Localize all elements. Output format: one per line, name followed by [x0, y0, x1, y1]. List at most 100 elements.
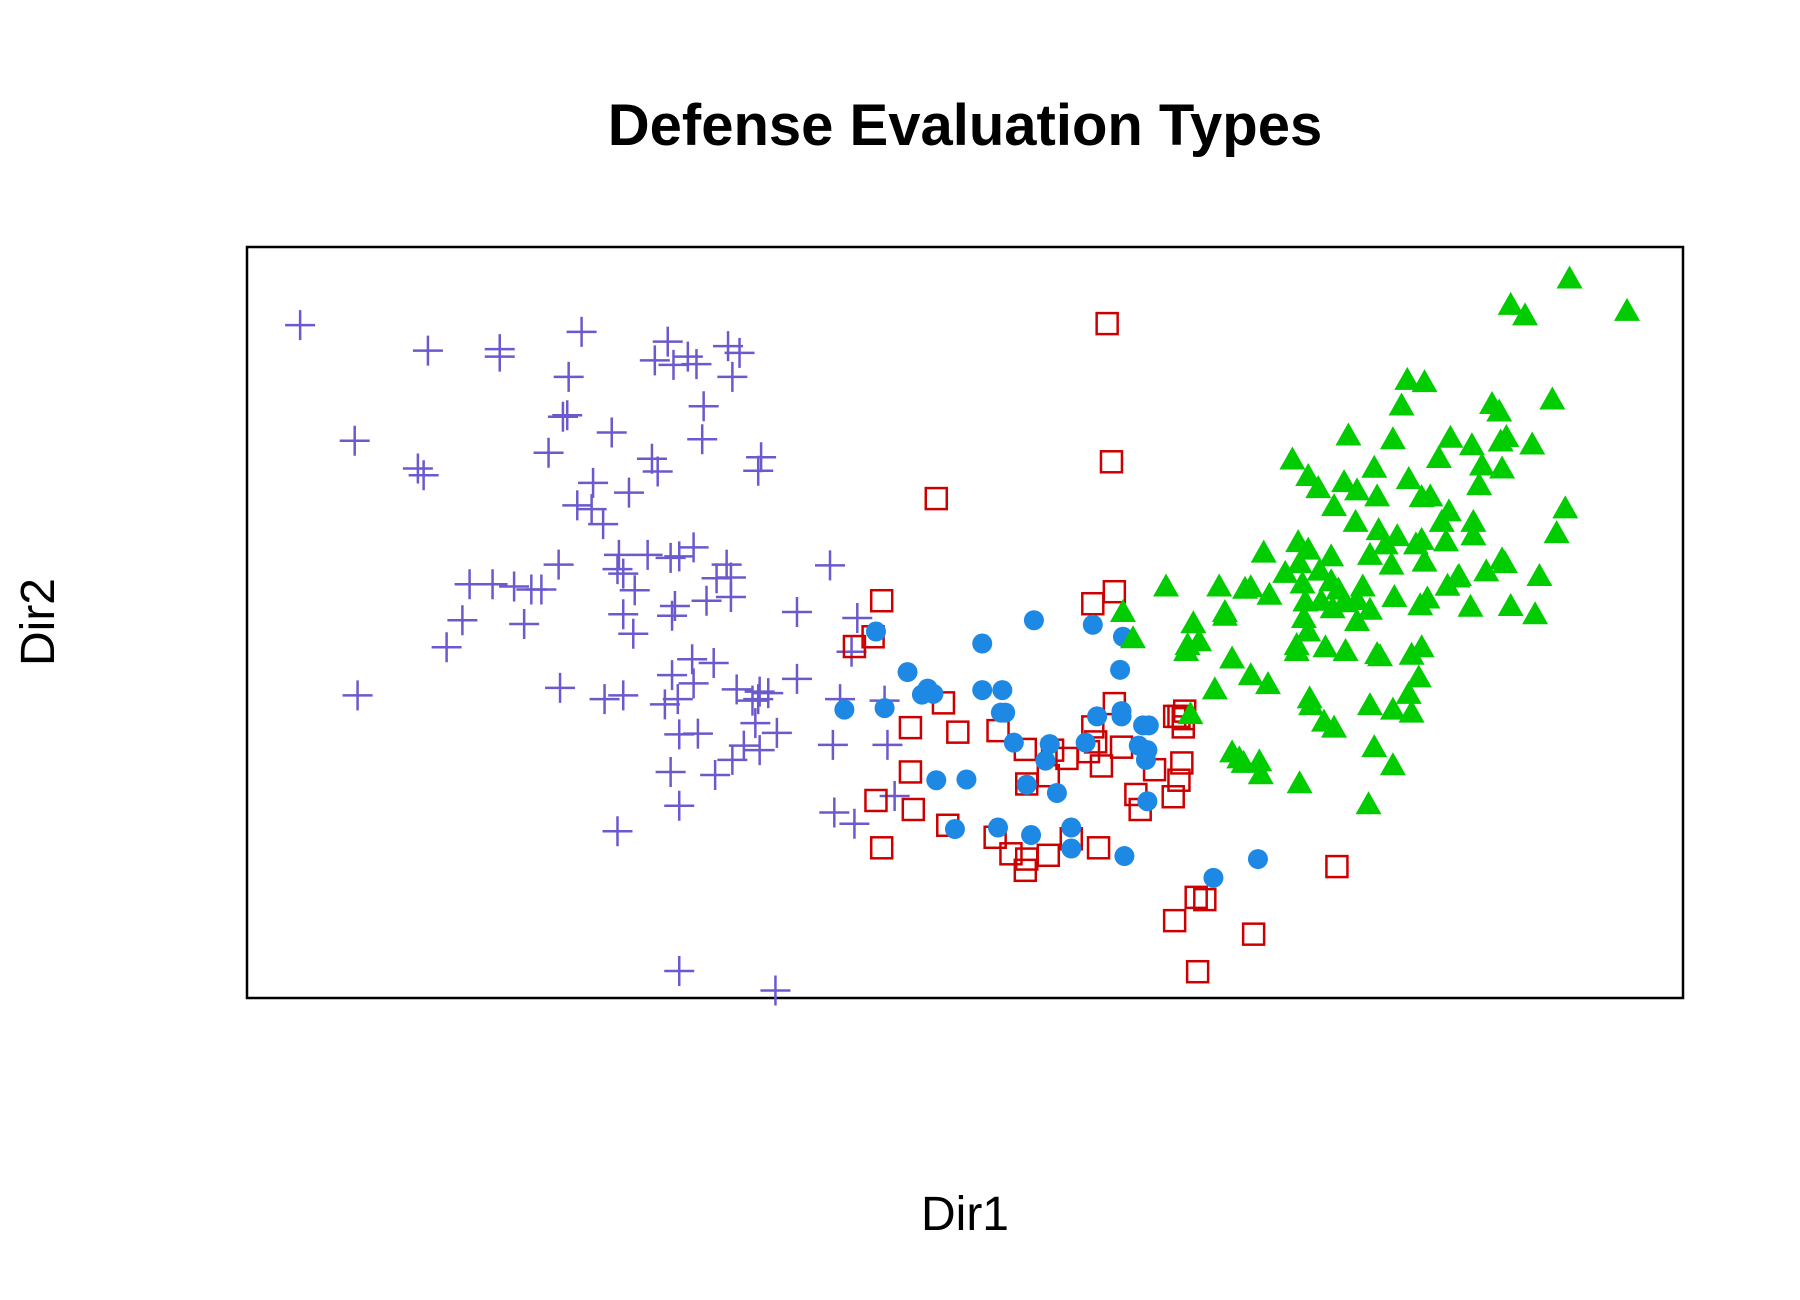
- data-point-triangle: [1332, 638, 1359, 662]
- data-point-square: [1014, 847, 1039, 871]
- data-point-triangle: [1364, 483, 1391, 507]
- data-point-triangle: [1473, 558, 1500, 582]
- data-point-plus: [509, 609, 540, 640]
- data-point-triangle: [1379, 752, 1406, 776]
- data-point-plus: [639, 345, 670, 376]
- data-point-square: [898, 715, 923, 740]
- data-point-plus: [724, 337, 755, 368]
- data-point-triangle: [1444, 564, 1471, 588]
- data-point-plus: [753, 678, 784, 709]
- data-point-triangle: [1219, 645, 1246, 669]
- data-point-square: [1193, 887, 1217, 912]
- data-point-plus: [662, 684, 693, 715]
- data-point-circle: [1114, 846, 1135, 867]
- data-point-triangle: [1460, 522, 1487, 546]
- data-point-triangle: [1379, 696, 1406, 720]
- data-point-plus: [412, 335, 443, 366]
- data-point-triangle: [1355, 791, 1382, 815]
- data-point-triangle: [1458, 432, 1485, 456]
- data-point-plus: [698, 648, 729, 679]
- data-point-plus: [664, 955, 695, 986]
- data-point-plus: [632, 539, 663, 570]
- data-point-plus: [642, 456, 673, 487]
- data-point-circle: [988, 817, 1009, 838]
- data-point-triangle: [1613, 297, 1640, 321]
- data-point-square: [1161, 784, 1185, 809]
- data-point-plus: [454, 569, 485, 600]
- data-point-triangle: [1232, 575, 1259, 599]
- data-point-plus: [408, 460, 439, 491]
- data-point-square: [901, 797, 926, 822]
- data-point-square: [1081, 591, 1105, 616]
- data-point-triangle: [1365, 517, 1392, 541]
- data-point-triangle: [1487, 428, 1514, 452]
- data-point-plus: [484, 341, 515, 372]
- data-point-triangle: [1489, 455, 1516, 479]
- data-point-triangle: [1356, 596, 1383, 620]
- data-point-circle: [990, 702, 1011, 723]
- data-point-plus: [516, 574, 547, 605]
- data-point-circle: [992, 680, 1013, 701]
- data-point-triangle: [1286, 550, 1313, 574]
- data-point-square: [924, 486, 949, 511]
- data-point-square: [869, 588, 894, 613]
- data-point-plus: [618, 618, 649, 649]
- data-point-plus: [655, 756, 686, 787]
- data-point-plus: [402, 453, 433, 484]
- data-point-triangle: [1519, 431, 1546, 455]
- data-point-square: [869, 836, 894, 860]
- data-point-triangle: [1372, 531, 1399, 555]
- data-point-plus: [608, 558, 639, 589]
- data-point-plus: [879, 780, 910, 811]
- data-point-plus: [728, 730, 759, 761]
- data-point-plus: [342, 680, 373, 711]
- data-point-plus: [872, 729, 903, 760]
- data-point-circle: [897, 662, 918, 683]
- data-point-plus: [602, 816, 633, 847]
- data-point-triangle: [1321, 493, 1348, 517]
- data-point-triangle: [1173, 638, 1200, 662]
- data-point-triangle: [1378, 551, 1405, 575]
- data-point-triangle: [1153, 573, 1180, 597]
- data-point-plus: [588, 509, 619, 540]
- data-point-plus: [576, 494, 607, 525]
- data-point-circle: [1137, 791, 1158, 812]
- data-point-plus: [596, 417, 627, 448]
- data-point-plus: [608, 599, 639, 630]
- data-point-circle: [1137, 740, 1158, 761]
- data-point-triangle: [1512, 302, 1539, 326]
- data-point-triangle: [1120, 625, 1147, 649]
- data-point-plus: [781, 663, 812, 694]
- data-point-plus: [737, 685, 768, 716]
- data-point-plus: [655, 542, 686, 573]
- data-point-triangle: [1211, 598, 1238, 622]
- data-point-triangle: [1298, 692, 1325, 716]
- data-point-circle: [926, 770, 947, 791]
- data-point-square: [1162, 908, 1187, 933]
- data-point-square: [1095, 311, 1119, 336]
- data-point-plus: [760, 975, 791, 1006]
- data-point-plus: [589, 684, 620, 715]
- data-point-triangle: [1425, 445, 1452, 469]
- data-point-plus: [817, 729, 848, 760]
- data-point-triangle: [1342, 508, 1369, 532]
- data-point-square: [1325, 854, 1349, 879]
- data-point-plus: [659, 590, 690, 621]
- data-point-triangle: [1457, 593, 1484, 617]
- data-point-plus: [687, 424, 718, 455]
- data-point-plus: [578, 467, 609, 498]
- data-point-triangle: [1486, 398, 1513, 422]
- data-point-triangle: [1283, 632, 1310, 656]
- data-point-triangle: [1201, 676, 1228, 700]
- data-point-triangle: [1398, 699, 1425, 723]
- data-point-triangle: [1226, 745, 1253, 769]
- data-point-circle: [834, 699, 855, 720]
- data-point-plus: [713, 331, 744, 362]
- data-point-circle: [1133, 715, 1154, 736]
- data-point-square: [1170, 751, 1194, 775]
- data-point-circle: [1087, 706, 1108, 727]
- data-point-triangle: [1556, 265, 1583, 289]
- data-point-triangle: [1395, 680, 1422, 704]
- y-axis-label: Dir2: [12, 578, 65, 666]
- data-point-plus: [649, 689, 680, 720]
